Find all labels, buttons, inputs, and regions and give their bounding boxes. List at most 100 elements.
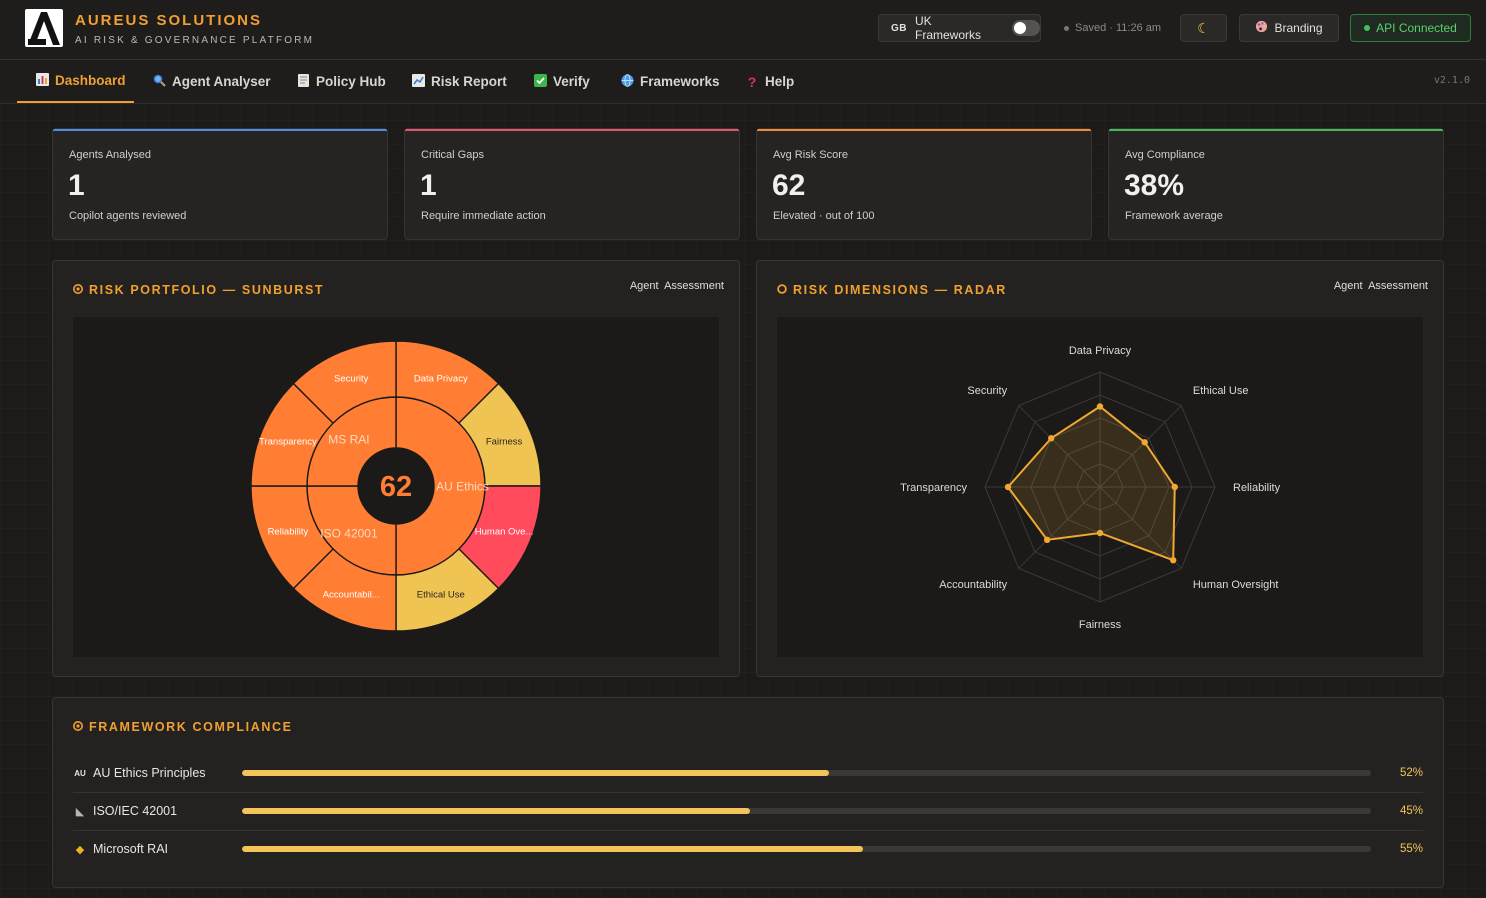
target-icon (73, 720, 83, 734)
kpi-accent-bar (405, 129, 739, 131)
globe-icon (620, 73, 634, 90)
kpi-avg-risk-score: Avg Risk Score 62 Elevated · out of 100 (756, 128, 1092, 240)
radar-axis-line (1018, 486, 1101, 569)
framework-row-iso[interactable]: ◣ ISO/IEC 42001 45% (73, 792, 1423, 830)
panel-title-text: RISK DIMENSIONS — RADAR (793, 283, 1007, 297)
radar-axis-line (1018, 405, 1101, 488)
radar-axis-label: Transparency (900, 482, 967, 494)
sunburst-chart[interactable]: Data Privacy Fairness Human Ove... Ethical … (73, 317, 719, 657)
risk-dimensions-panel: RISK DIMENSIONS — RADAR Agent Assessment… (756, 260, 1444, 677)
progress-track (242, 808, 1371, 814)
radar-axis-label: Security (967, 385, 1007, 397)
sunburst-inner-label: MS RAI (328, 432, 369, 446)
tab-label: Agent Analyser (172, 74, 271, 89)
status-dot-icon (1064, 25, 1069, 31)
kpi-subtext: Elevated · out of 100 (773, 210, 875, 222)
radar-axis-line (1099, 486, 1182, 569)
document-icon (296, 73, 310, 90)
panel-title: FRAMEWORK COMPLIANCE (73, 720, 293, 734)
sunburst-outer-label: Transparency (259, 437, 317, 448)
legend-assessment[interactable]: Assessment (664, 280, 724, 292)
panel-title: RISK PORTFOLIO — SUNBURST (73, 283, 324, 297)
aureus-logo[interactable] (25, 9, 63, 47)
kpi-subtext: Copilot agents reviewed (69, 210, 187, 222)
target-icon (73, 283, 83, 297)
toggle-switch[interactable] (1012, 20, 1040, 36)
branding-button[interactable]: Branding (1239, 14, 1339, 42)
radar-axis-label: Human Oversight (1193, 579, 1279, 591)
tab-dashboard[interactable]: Dashboard (17, 60, 134, 103)
row-divider (73, 830, 1423, 831)
magnifier-icon (152, 74, 166, 90)
panel-title-text: FRAMEWORK COMPLIANCE (89, 720, 293, 734)
save-status: Saved · 11:26 am (1064, 22, 1161, 34)
sunburst-outer-label: Fairness (486, 437, 523, 448)
legend-agent[interactable]: Agent (629, 280, 659, 292)
triangle-ruler-icon: ◣ (75, 805, 85, 818)
framework-percent: 52% (1399, 767, 1423, 779)
saved-text: Saved · 11:26 am (1075, 22, 1162, 34)
framework-row-au[interactable]: AU AU Ethics Principles 52% (73, 754, 1423, 792)
sunburst-outer-label: Reliability (268, 526, 309, 537)
kpi-label: Agents Analysed (69, 149, 151, 161)
radar-chart[interactable]: Data Privacy Ethical Use Reliability Human … (777, 317, 1423, 657)
legend-assessment[interactable]: Assessment (1368, 280, 1428, 292)
kpi-label: Critical Gaps (421, 149, 484, 161)
question-icon: ? (747, 73, 757, 90)
radar-data-point (1169, 556, 1177, 564)
radar-data-point (1096, 529, 1104, 537)
radar-data-point (1141, 439, 1148, 446)
tab-policy-hub[interactable]: Policy Hub (296, 60, 386, 103)
palette-icon (1255, 20, 1268, 36)
uk-frameworks-label: UK Frameworks (915, 14, 982, 42)
brand-name: AUREUS SOLUTIONS (75, 12, 263, 29)
app-version: v2.1.0 (1433, 75, 1470, 86)
row-divider (73, 792, 1423, 793)
tab-label: Dashboard (55, 73, 126, 88)
kpi-label: Avg Compliance (1125, 149, 1205, 161)
radar-data-point (1048, 435, 1055, 442)
tab-risk-report[interactable]: Risk Report (411, 60, 507, 103)
uk-frameworks-toggle[interactable]: GB UK Frameworks (878, 14, 1041, 42)
radar-data-point (1171, 483, 1178, 491)
kpi-value: 38% (1124, 169, 1185, 202)
framework-label: AU AU Ethics Principles (73, 754, 205, 792)
main-nav: Dashboard Agent Analyser Policy Hub Risk… (0, 60, 1486, 104)
api-status-button[interactable]: API Connected (1350, 14, 1471, 42)
radar-data-point (1004, 483, 1012, 491)
framework-name: Microsoft RAI (93, 842, 169, 856)
tab-label: Risk Report (431, 74, 507, 89)
theme-toggle-button[interactable]: ☾ (1180, 14, 1227, 42)
tab-label: Frameworks (640, 74, 720, 89)
brand-subtitle: AI RISK & GOVERNANCE PLATFORM (75, 35, 315, 46)
tab-help[interactable]: ? Help (745, 60, 795, 103)
framework-label: ◆ Microsoft RAI (73, 830, 168, 868)
sunburst-outer-label: Human Ove... (475, 526, 534, 537)
radar-chart-area: Data Privacy Ethical Use Reliability Human … (777, 317, 1423, 657)
sunburst-inner-label: ISO 42001 (320, 527, 378, 541)
framework-row-msrai[interactable]: ◆ Microsoft RAI 55% (73, 830, 1423, 868)
radar-axis-label: Fairness (1079, 619, 1122, 631)
sunburst-outer-segment (292, 340, 397, 425)
branding-label: Branding (1274, 21, 1323, 35)
kpi-subtext: Require immediate action (421, 210, 546, 222)
api-status-label: API Connected (1376, 21, 1457, 35)
sunburst-center (358, 448, 434, 524)
radar-data-point (1096, 403, 1104, 410)
bar-chart-icon (35, 72, 49, 89)
tab-verify[interactable]: Verify (533, 60, 590, 103)
app-header: AUREUS SOLUTIONS AI RISK & GOVERNANCE PL… (0, 0, 1486, 60)
shield-icon: ◆ (75, 843, 85, 856)
connected-dot-icon (1364, 25, 1371, 31)
kpi-value: 1 (68, 169, 85, 202)
trend-chart-icon (411, 73, 425, 90)
au-flag-icon: AU (74, 768, 86, 778)
progress-track (242, 846, 1371, 852)
tab-agent-analyser[interactable]: Agent Analyser (152, 60, 271, 103)
radar-axis-label: Ethical Use (1193, 385, 1249, 397)
radar-axis-label: Accountability (939, 579, 1007, 591)
sunburst-outer-label: Ethical Use (417, 590, 465, 601)
legend-agent[interactable]: Agent (1333, 280, 1363, 292)
gb-flag-icon: GB (891, 22, 907, 34)
tab-frameworks[interactable]: Frameworks (620, 60, 720, 103)
